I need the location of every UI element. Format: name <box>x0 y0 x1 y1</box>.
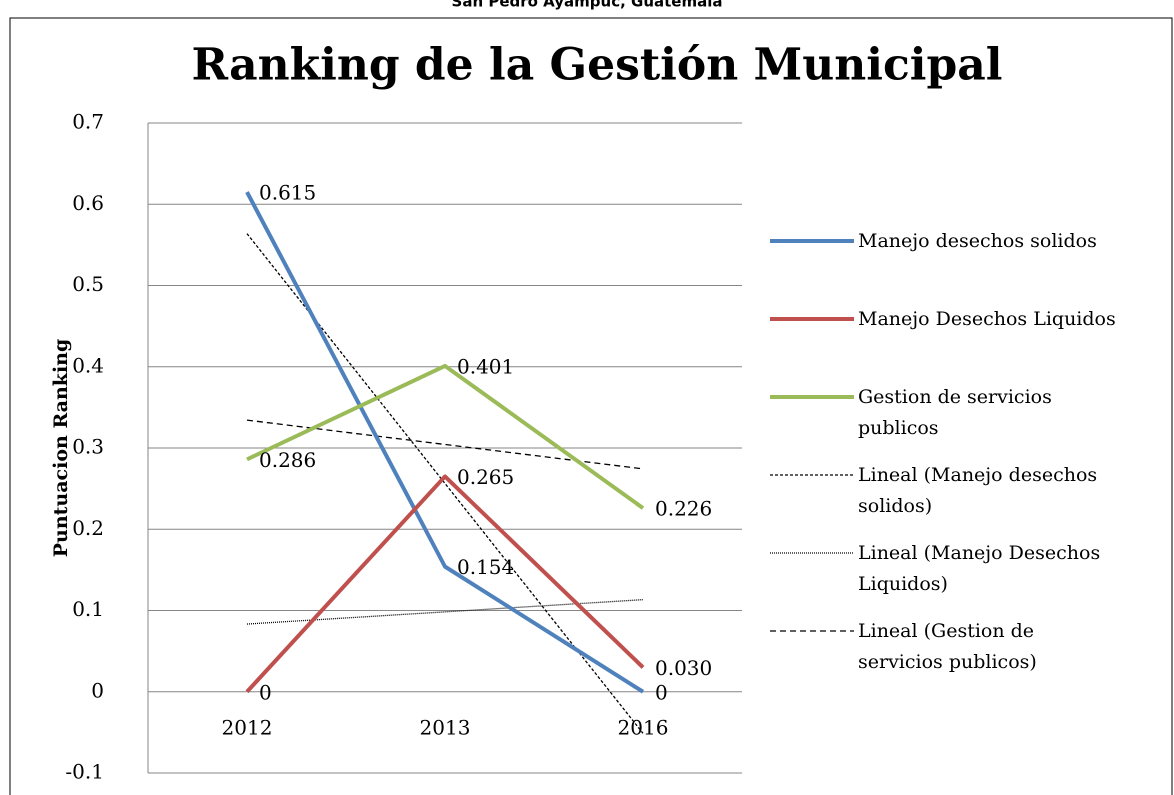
legend-swatch <box>770 395 854 399</box>
y-tick-label: 0.7 <box>72 110 104 134</box>
y-tick-label: 0.6 <box>72 191 104 215</box>
x-tick-label: 2013 <box>420 715 471 739</box>
data-label: 0.154 <box>457 555 514 579</box>
legend-entry: Manejo desechos solidos <box>768 224 1168 302</box>
data-label: 0.615 <box>259 181 316 205</box>
y-axis-label: Puntuacion Ranking <box>50 339 72 558</box>
legend-swatch <box>770 552 854 554</box>
y-tick-label: 0 <box>91 678 104 702</box>
legend-label: Lineal (Manejo desechos solidos) <box>858 464 1098 517</box>
legend-entry: Lineal (Manejo desechos solidos) <box>768 458 1168 536</box>
y-tick-label: 0.5 <box>72 272 104 296</box>
legend-label: Lineal (Manejo Desechos Liquidos) <box>858 542 1101 595</box>
y-tick-label: 0.1 <box>72 597 104 621</box>
y-tick-label: 0.2 <box>72 516 104 540</box>
legend-entry: Lineal (Gestion de servicios publicos) <box>768 614 1168 692</box>
chart-border <box>9 17 1173 795</box>
y-tick-label: -0.1 <box>65 760 104 784</box>
data-label: 0.265 <box>457 465 514 489</box>
legend-swatch <box>770 239 854 243</box>
legend-label: Manejo desechos solidos <box>858 230 1097 252</box>
legend-swatch <box>770 630 854 632</box>
legend-swatch <box>770 317 854 321</box>
x-tick-label: 2016 <box>618 715 669 739</box>
legend-label: Gestion de servicios publicos <box>858 386 1052 439</box>
legend-entry: Gestion de servicios publicos <box>768 380 1168 458</box>
y-tick-label: 0.4 <box>72 353 104 377</box>
data-label: 0.226 <box>655 497 712 521</box>
y-tick-label: 0.3 <box>72 435 104 459</box>
legend-label: Lineal (Gestion de servicios publicos) <box>858 620 1037 673</box>
legend-swatch <box>770 474 854 476</box>
legend-entry: Lineal (Manejo Desechos Liquidos) <box>768 536 1168 614</box>
data-label: 0.401 <box>457 354 514 378</box>
series-line <box>245 474 645 694</box>
chart-title: Ranking de la Gestión Municipal <box>192 40 1003 91</box>
legend-entry: Manejo Desechos Liquidos <box>768 302 1168 380</box>
data-label: 0.030 <box>655 656 712 680</box>
series-line <box>245 191 645 694</box>
legend: Manejo desechos solidos Manejo Desechos L… <box>768 224 1168 692</box>
x-tick-label: 2012 <box>222 715 273 739</box>
supertitle: San Pedro Ayampuc, Guatemala <box>452 0 723 11</box>
legend-label: Manejo Desechos Liquidos <box>858 308 1116 330</box>
data-label: 0 <box>259 680 272 704</box>
data-label: 0.286 <box>259 448 316 472</box>
data-label: 0 <box>655 680 668 704</box>
series-line <box>246 363 645 510</box>
